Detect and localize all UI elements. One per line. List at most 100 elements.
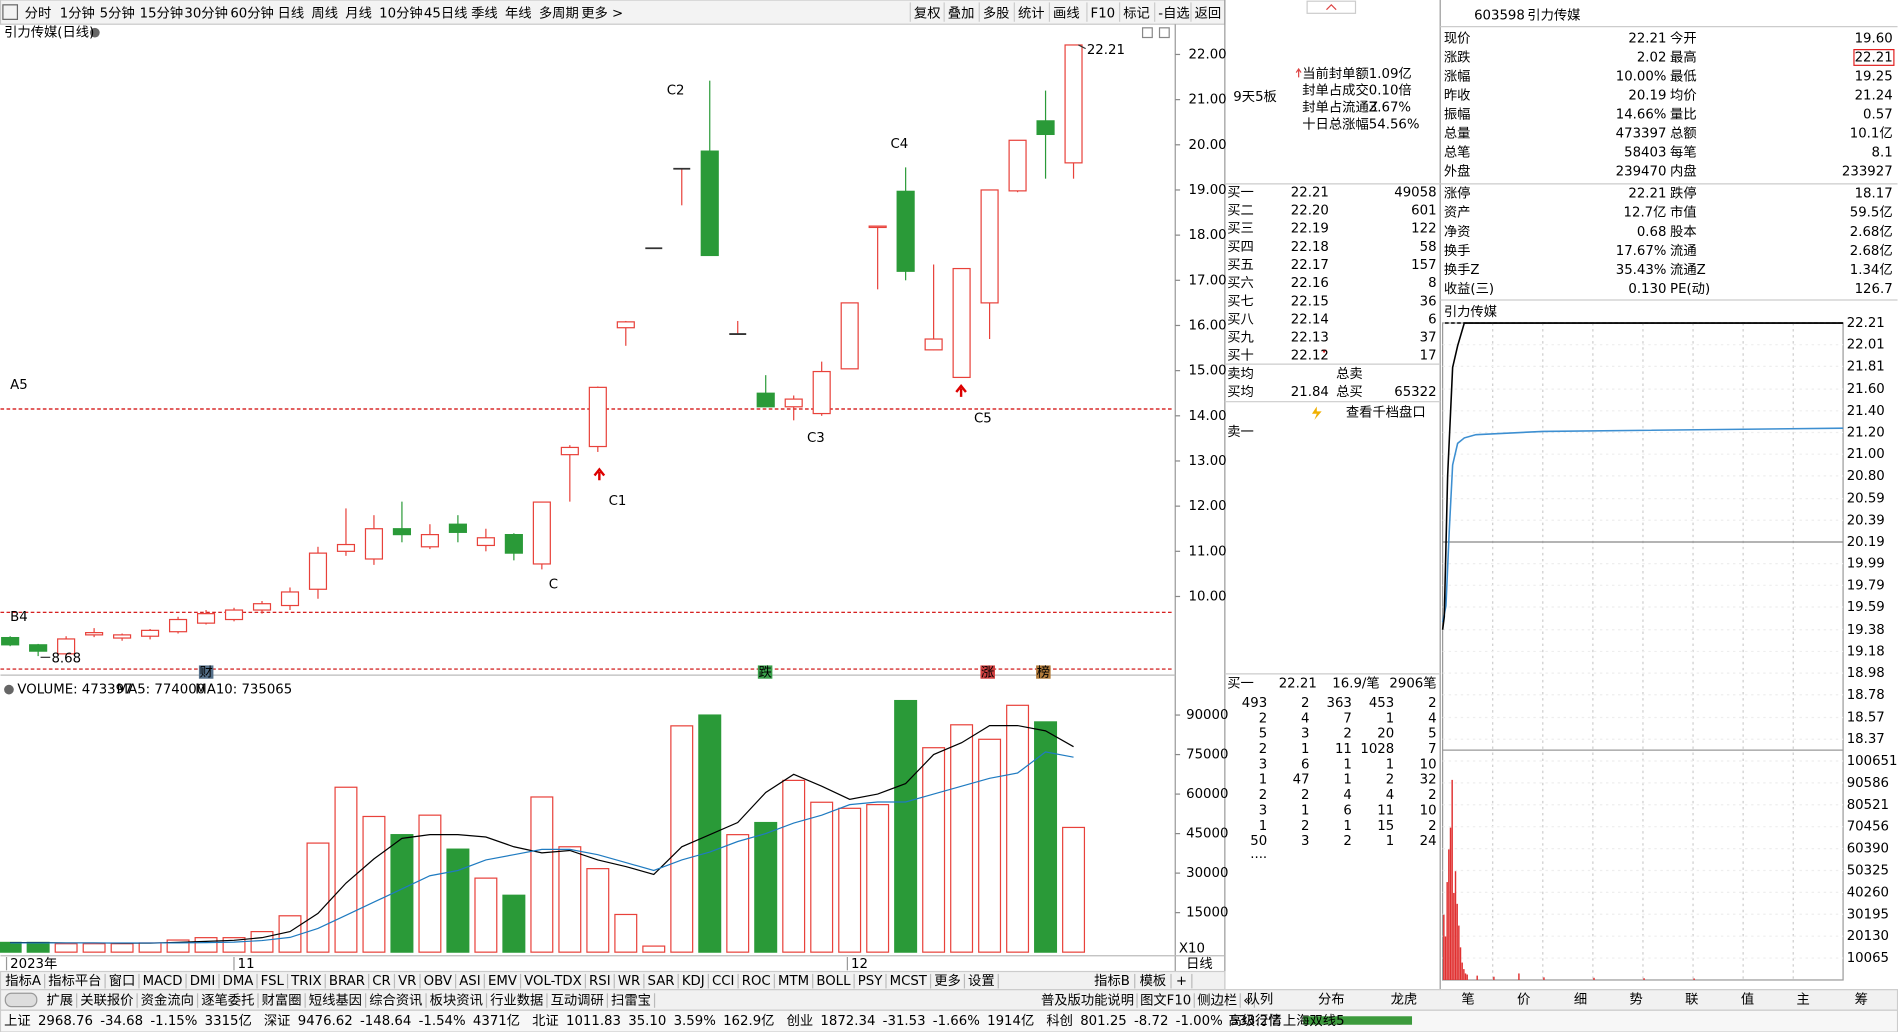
toolbar-button[interactable]: F10 (1091, 6, 1116, 21)
toolbar-button[interactable]: 返回 (1195, 5, 1222, 21)
indicator-tab[interactable]: EMV (488, 974, 517, 989)
toggle[interactable] (4, 992, 38, 1008)
ext-tab[interactable]: 图文F10 (1140, 993, 1191, 1009)
side-tab[interactable]: 价 (1517, 992, 1530, 1007)
ext-tab[interactable]: 资金流向 (141, 993, 194, 1009)
book-volume: 37 (1420, 331, 1437, 346)
toolbar-button[interactable]: -自选 (1158, 5, 1189, 21)
panel-icon[interactable] (1141, 27, 1153, 39)
ext-tab[interactable]: 行业数据 (490, 993, 543, 1009)
indicator-tab[interactable]: 指标平台 (48, 973, 101, 989)
event-box[interactable] (980, 665, 995, 679)
side-tab[interactable]: 队列 (1247, 991, 1274, 1007)
indicator-tab[interactable]: RSI (589, 974, 611, 989)
ext-tab[interactable]: 扫雷宝 (611, 993, 651, 1009)
indicator-tab[interactable]: VR (398, 974, 416, 989)
ext-tab[interactable]: 逐笔委托 (201, 993, 254, 1009)
side-tab[interactable]: 分布 (1318, 991, 1345, 1007)
indicator-tab[interactable]: ASI (459, 974, 480, 989)
volume-bar (502, 894, 526, 953)
indicator-tab[interactable]: 模板 (1140, 973, 1167, 989)
period-tab[interactable]: 月线 (345, 5, 372, 21)
period-tab[interactable]: 多周期 (539, 4, 579, 21)
book-price: 22.20 (1291, 204, 1329, 219)
side-tab[interactable]: 势 (1630, 991, 1643, 1007)
side-tab[interactable]: 联 (1685, 991, 1698, 1007)
ext-tab[interactable]: 侧边栏 (1197, 993, 1237, 1009)
indicator-tab[interactable]: OBV (424, 974, 452, 989)
toolbar-button[interactable]: 复权 (914, 4, 941, 21)
indicator-tab[interactable]: + (1176, 974, 1187, 989)
toolbar-button[interactable]: 标记 (1123, 5, 1150, 21)
indicator-tab[interactable]: MACD (143, 974, 183, 989)
event-label[interactable]: 跌 (758, 665, 771, 681)
period-tab[interactable]: 15分钟 (140, 4, 184, 21)
side-tab[interactable]: 龙虎 (1391, 991, 1418, 1007)
period-tab[interactable]: 5分钟 (100, 4, 135, 21)
collapse-btn[interactable] (1306, 0, 1357, 14)
index-name: 上证 (4, 1013, 31, 1029)
period-tab[interactable]: 10分钟 (379, 4, 423, 21)
side-tab[interactable]: 值 (1741, 991, 1754, 1007)
indicator-tab[interactable]: CR (372, 974, 391, 989)
indicator-tab[interactable]: 设置 (968, 973, 995, 989)
indicator-tab[interactable]: TRIX (290, 974, 321, 989)
period-tab[interactable]: 季线 (471, 5, 498, 21)
indicator-tab[interactable]: VOL-TDX (524, 974, 582, 989)
indicator-tab[interactable]: DMI (190, 974, 216, 989)
indicator-tab[interactable]: BOLL (816, 974, 851, 989)
side-tab[interactable]: 主 (1797, 991, 1810, 1007)
period-tab[interactable]: 年线 (505, 5, 532, 21)
ext-tab[interactable]: « (1243, 994, 1251, 1009)
indicator-tab[interactable]: PSY (858, 974, 883, 989)
indicator-tab[interactable]: CCI (712, 974, 735, 989)
ext-tab[interactable]: 互动调研 (551, 993, 604, 1009)
dropdown-icon[interactable] (90, 27, 100, 38)
side-tab[interactable]: 细 (1574, 991, 1587, 1007)
ext-tab[interactable]: 板块资讯 (430, 993, 483, 1009)
toolbar-button[interactable]: 多股 (983, 4, 1010, 21)
toolbar-button[interactable]: 画线 (1053, 5, 1080, 21)
period-tab[interactable]: 60分钟 (230, 4, 274, 21)
event-label[interactable]: 涨 (981, 665, 994, 681)
indicator-tab[interactable]: 指标B (1094, 973, 1130, 989)
ext-tab[interactable]: 扩展 (46, 993, 73, 1009)
indicator-tab[interactable]: SAR (648, 974, 675, 989)
ext-tab[interactable]: 关联报价 (80, 993, 133, 1009)
side-tab[interactable]: 笔 (1461, 991, 1474, 1007)
ext-tab[interactable]: 综合资讯 (369, 993, 422, 1009)
indicator-tab[interactable]: 更多 (934, 972, 961, 989)
event-box[interactable] (757, 665, 773, 679)
period-tab[interactable]: 周线 (311, 5, 338, 21)
ext-tab[interactable]: 普及版功能说明 (1041, 993, 1134, 1009)
period-tab[interactable]: 日线 (278, 5, 305, 21)
period-tab[interactable]: 更多 > (581, 4, 623, 21)
period-tab[interactable]: 分时 (25, 5, 52, 21)
event-box[interactable] (1036, 665, 1051, 679)
ext-tab[interactable]: 财富圈 (262, 992, 302, 1009)
indicator-tab[interactable]: WR (618, 974, 640, 989)
ext-tab[interactable]: 短线基因 (309, 993, 362, 1009)
period-tab[interactable]: 45日线 (424, 5, 468, 21)
indicator-tab[interactable]: BRAR (329, 974, 365, 989)
quote-label: 跌停 (1670, 185, 1697, 202)
indicator-tab[interactable]: DMA (223, 974, 254, 989)
indicator-tab[interactable]: FSL (261, 974, 285, 989)
indicator-tab[interactable]: 窗口 (109, 972, 136, 989)
indicator-tab[interactable]: ROC (742, 974, 771, 989)
event-label[interactable]: 财 (200, 665, 213, 681)
indicator-tab[interactable]: KDJ (682, 974, 705, 989)
period-tab[interactable]: 30分钟 (184, 4, 228, 21)
event-box[interactable] (198, 665, 214, 679)
panel-icon[interactable] (1158, 27, 1170, 39)
indicator-tab[interactable]: MTM (778, 974, 809, 989)
indicator-tab[interactable]: 指标A (5, 973, 41, 989)
menu-icon[interactable] (2, 4, 19, 20)
indicator-tab[interactable]: MCST (890, 974, 928, 989)
side-tab[interactable]: 筹 (1855, 990, 1868, 1007)
period-tab[interactable]: 1分钟 (60, 4, 95, 21)
more-link[interactable]: 查看千档盘口 (1346, 404, 1426, 421)
toolbar-button[interactable]: 统计 (1018, 5, 1045, 21)
event-label[interactable]: 榜 (1037, 664, 1050, 681)
toolbar-button[interactable]: 叠加 (948, 5, 975, 21)
